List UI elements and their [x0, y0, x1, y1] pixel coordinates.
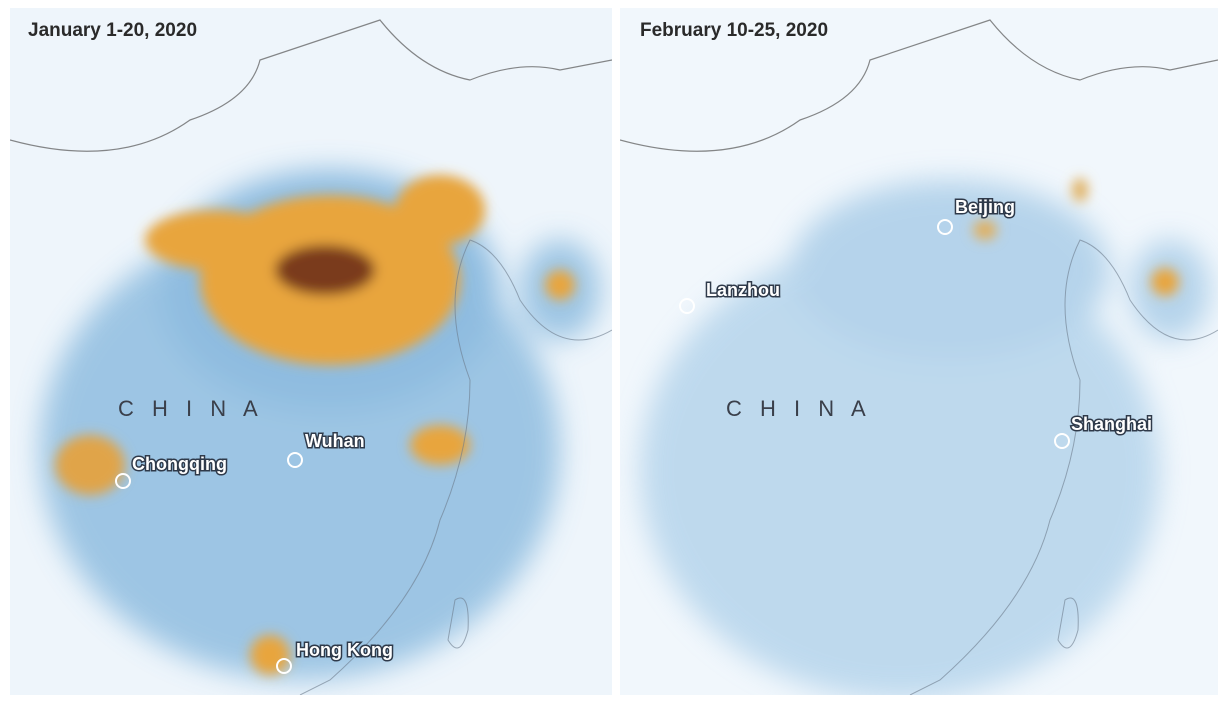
city-marker	[1054, 433, 1070, 449]
city-label: Wuhan	[305, 431, 365, 451]
map-panel: January 1-20, 2020 C H I N A Chongqing W…	[10, 8, 612, 695]
city-label: Shanghai	[1071, 414, 1152, 434]
panel-title: January 1-20, 2020	[28, 20, 197, 41]
city-marker	[276, 658, 292, 674]
city-label: Hong Kong	[296, 640, 393, 660]
panel-title: February 10-25, 2020	[640, 20, 828, 41]
city-label: Chongqing	[132, 454, 227, 474]
map-panel: February 10-25, 2020 C H I N A Beijing L…	[620, 8, 1218, 695]
city-marker	[679, 298, 695, 314]
city-label: Beijing	[955, 197, 1015, 217]
city-label: Lanzhou	[706, 280, 780, 300]
country-label: C H I N A	[726, 396, 872, 421]
city-marker	[287, 452, 303, 468]
city-marker	[115, 473, 131, 489]
country-label: C H I N A	[118, 396, 264, 421]
city-marker	[937, 219, 953, 235]
